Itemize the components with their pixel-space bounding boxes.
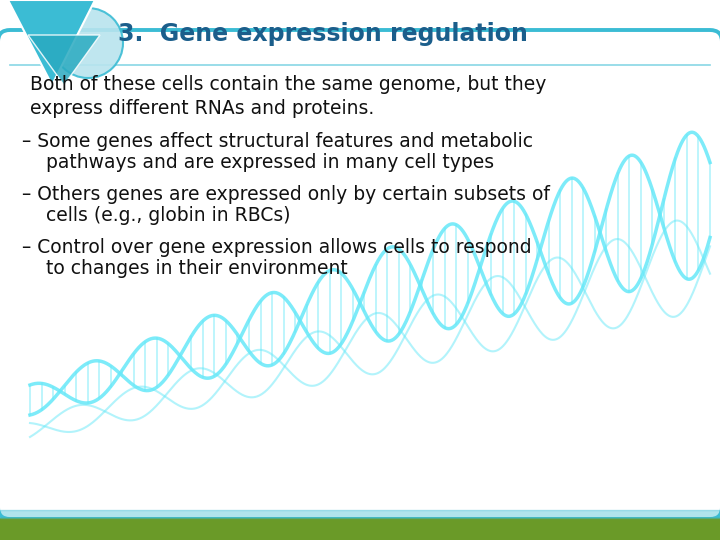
- Text: Both of these cells contain the same genome, but they: Both of these cells contain the same gen…: [30, 75, 546, 94]
- Text: express different RNAs and proteins.: express different RNAs and proteins.: [30, 99, 374, 118]
- Polygon shape: [28, 35, 100, 85]
- Circle shape: [53, 8, 123, 78]
- Text: – Control over gene expression allows cells to respond: – Control over gene expression allows ce…: [22, 238, 531, 257]
- FancyBboxPatch shape: [0, 30, 720, 519]
- Text: pathways and are expressed in many cell types: pathways and are expressed in many cell …: [22, 153, 494, 172]
- Text: to changes in their environment: to changes in their environment: [22, 259, 348, 278]
- Polygon shape: [8, 0, 95, 85]
- Text: – Others genes are expressed only by certain subsets of: – Others genes are expressed only by cer…: [22, 185, 550, 204]
- Bar: [0, 518, 720, 540]
- Text: – Some genes affect structural features and metabolic: – Some genes affect structural features …: [22, 132, 533, 151]
- Text: 3.  Gene expression regulation: 3. Gene expression regulation: [118, 22, 528, 46]
- Bar: [0, 510, 720, 518]
- Text: cells (e.g., globin in RBCs): cells (e.g., globin in RBCs): [22, 206, 290, 225]
